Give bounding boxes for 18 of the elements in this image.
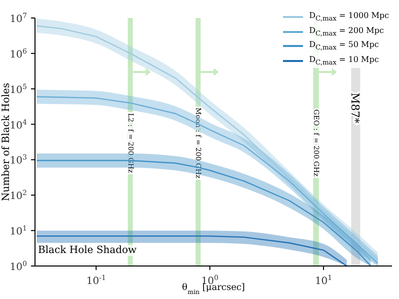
band-label: M87* <box>349 92 362 124</box>
y-tick-label: 10$^{7}$ <box>10 12 27 25</box>
legend-label: D$_{C,max}$ = 10 Mpc <box>309 54 379 68</box>
y-tick-label: 10$^{5}$ <box>10 82 27 96</box>
legend-label: D$_{C,max}$ = 1000 Mpc <box>309 10 389 25</box>
y-tick-label: 10$^{4}$ <box>10 118 28 132</box>
y-tick-label: 10$^{0}$ <box>10 260 27 273</box>
y-axis-title: Number of Black Holes <box>1 82 12 202</box>
y-tick-label: 10$^{1}$ <box>10 224 27 238</box>
x-axis-title: θ$_{min}$ [μarcsec] <box>182 283 245 296</box>
annotation: Black Hole Shadow <box>38 245 137 256</box>
x-tick-label: 10$^{-1}$ <box>86 274 106 287</box>
y-tick-label: 10$^{3}$ <box>10 154 27 167</box>
y-tick-label: 10$^{2}$ <box>10 189 27 202</box>
x-tick-label: 10$^{1}$ <box>314 274 332 287</box>
legend-label: D$_{C,max}$ = 50 Mpc <box>309 39 379 54</box>
legend-label: D$_{C,max}$ = 200 Mpc <box>309 24 384 40</box>
y-tick-label: 10$^{6}$ <box>10 47 28 60</box>
